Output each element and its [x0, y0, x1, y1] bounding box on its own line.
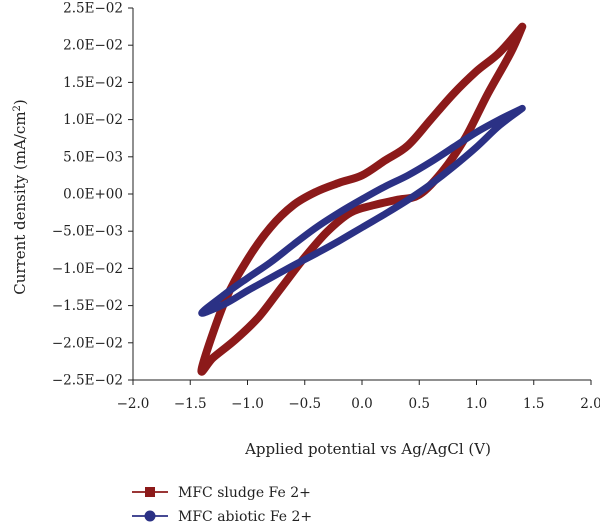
x-tick-label: 0.5 [409, 396, 430, 412]
x-tick-label: −0.5 [288, 396, 321, 412]
legend-label-abiotic: MFC abiotic Fe 2+ [178, 509, 312, 525]
y-tick-label: −2.0E−02 [52, 335, 123, 351]
y-tick-label: 2.5E−02 [63, 1, 123, 17]
legend-marker-square [145, 487, 155, 497]
y-ticks: 2.5E−02 2.0E−02 1.5E−02 1.0E−02 5.0E−03 0.0E+… [52, 1, 133, 389]
y-tick-label: 0.0E+00 [63, 187, 123, 203]
y-axis-title: Current density (mA/cm2) [11, 99, 29, 295]
x-tick-label: −1.0 [231, 396, 264, 412]
y-axis-title-superscript: 2 [12, 105, 23, 111]
legend-marker-circle [144, 510, 156, 522]
y-tick-label: −1.0E−02 [52, 261, 123, 277]
y-tick-label: −5.0E−03 [52, 224, 123, 240]
x-axis-title: Applied potential vs Ag/AgCl (V) [244, 440, 491, 458]
legend-label-sludge: MFC sludge Fe 2+ [178, 485, 311, 501]
series-lines [197, 22, 527, 376]
y-tick-label: 1.0E−02 [63, 112, 123, 128]
y-axis-title-close: ) [11, 99, 29, 105]
axes [132, 8, 591, 381]
x-tick-label: −2.0 [117, 396, 150, 412]
x-tick-label: 1.0 [466, 396, 487, 412]
legend: MFC sludge Fe 2+ MFC abiotic Fe 2+ [132, 485, 312, 525]
y-tick-label: −1.5E−02 [52, 298, 123, 314]
y-tick-label: −2.5E−02 [52, 373, 123, 389]
y-tick-label: 5.0E−03 [63, 149, 123, 165]
y-tick-label: 1.5E−02 [63, 75, 123, 91]
x-tick-label: −1.5 [174, 396, 207, 412]
y-tick-label: 2.0E−02 [63, 38, 123, 54]
series-line-abiotic [198, 104, 526, 317]
x-tick-label: 2.0 [580, 396, 600, 412]
x-ticks: −2.0 −1.5 −1.0 −0.5 0.0 0.5 1.0 1.5 2.0 [117, 380, 600, 412]
y-axis-title-main: Current density (mA/cm [11, 111, 29, 294]
x-tick-label: 0.0 [351, 396, 372, 412]
x-tick-label: 1.5 [523, 396, 544, 412]
